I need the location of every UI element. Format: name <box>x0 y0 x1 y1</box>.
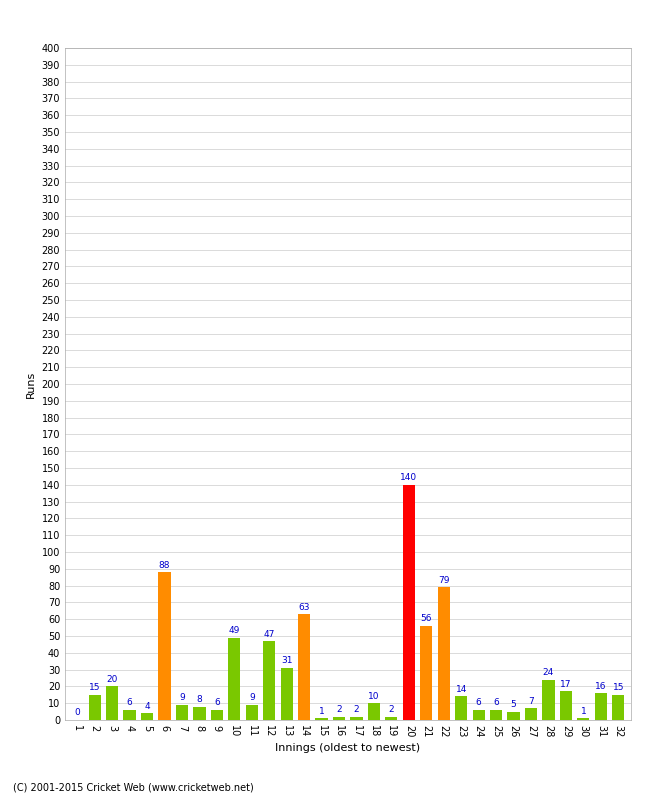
Text: 0: 0 <box>74 709 80 718</box>
Bar <box>263 641 276 720</box>
Bar <box>455 697 467 720</box>
Text: 6: 6 <box>127 698 133 707</box>
Text: 24: 24 <box>543 668 554 677</box>
Text: 14: 14 <box>456 685 467 694</box>
Bar <box>193 706 205 720</box>
Bar <box>350 717 363 720</box>
Text: 79: 79 <box>438 576 450 585</box>
Bar <box>211 710 223 720</box>
Bar <box>246 705 258 720</box>
Bar <box>490 710 502 720</box>
Text: (C) 2001-2015 Cricket Web (www.cricketweb.net): (C) 2001-2015 Cricket Web (www.cricketwe… <box>13 782 254 792</box>
Bar <box>473 710 485 720</box>
Text: 8: 8 <box>196 695 202 704</box>
Text: 56: 56 <box>421 614 432 623</box>
Bar <box>159 572 170 720</box>
Bar <box>577 718 590 720</box>
Text: 1: 1 <box>318 707 324 716</box>
Bar <box>333 717 345 720</box>
Bar <box>560 691 572 720</box>
X-axis label: Innings (oldest to newest): Innings (oldest to newest) <box>275 743 421 753</box>
Text: 2: 2 <box>389 705 394 714</box>
Text: 9: 9 <box>249 694 255 702</box>
Bar <box>298 614 310 720</box>
Bar <box>542 680 554 720</box>
Bar <box>281 668 292 720</box>
Text: 20: 20 <box>107 675 118 684</box>
Text: 6: 6 <box>493 698 499 707</box>
Bar <box>437 587 450 720</box>
Text: 140: 140 <box>400 474 417 482</box>
Bar <box>595 693 607 720</box>
Text: 7: 7 <box>528 697 534 706</box>
Text: 2: 2 <box>354 705 359 714</box>
Text: 49: 49 <box>229 626 240 635</box>
Text: 17: 17 <box>560 680 571 689</box>
Text: 5: 5 <box>511 700 517 709</box>
Text: 15: 15 <box>89 683 100 692</box>
Text: 4: 4 <box>144 702 150 710</box>
Text: 2: 2 <box>336 705 342 714</box>
Text: 1: 1 <box>580 707 586 716</box>
Bar <box>176 705 188 720</box>
Bar <box>141 714 153 720</box>
Bar <box>508 712 519 720</box>
Bar <box>368 703 380 720</box>
Bar <box>385 717 398 720</box>
Text: 15: 15 <box>612 683 624 692</box>
Y-axis label: Runs: Runs <box>26 370 36 398</box>
Bar <box>403 485 415 720</box>
Text: 88: 88 <box>159 561 170 570</box>
Bar <box>420 626 432 720</box>
Text: 16: 16 <box>595 682 606 690</box>
Text: 10: 10 <box>368 692 380 701</box>
Text: 9: 9 <box>179 694 185 702</box>
Text: 63: 63 <box>298 602 310 612</box>
Text: 6: 6 <box>476 698 482 707</box>
Bar <box>315 718 328 720</box>
Bar <box>228 638 240 720</box>
Text: 47: 47 <box>263 630 275 638</box>
Text: 31: 31 <box>281 656 292 666</box>
Bar <box>525 708 537 720</box>
Bar <box>612 694 625 720</box>
Bar <box>106 686 118 720</box>
Bar <box>124 710 136 720</box>
Bar <box>88 694 101 720</box>
Text: 6: 6 <box>214 698 220 707</box>
